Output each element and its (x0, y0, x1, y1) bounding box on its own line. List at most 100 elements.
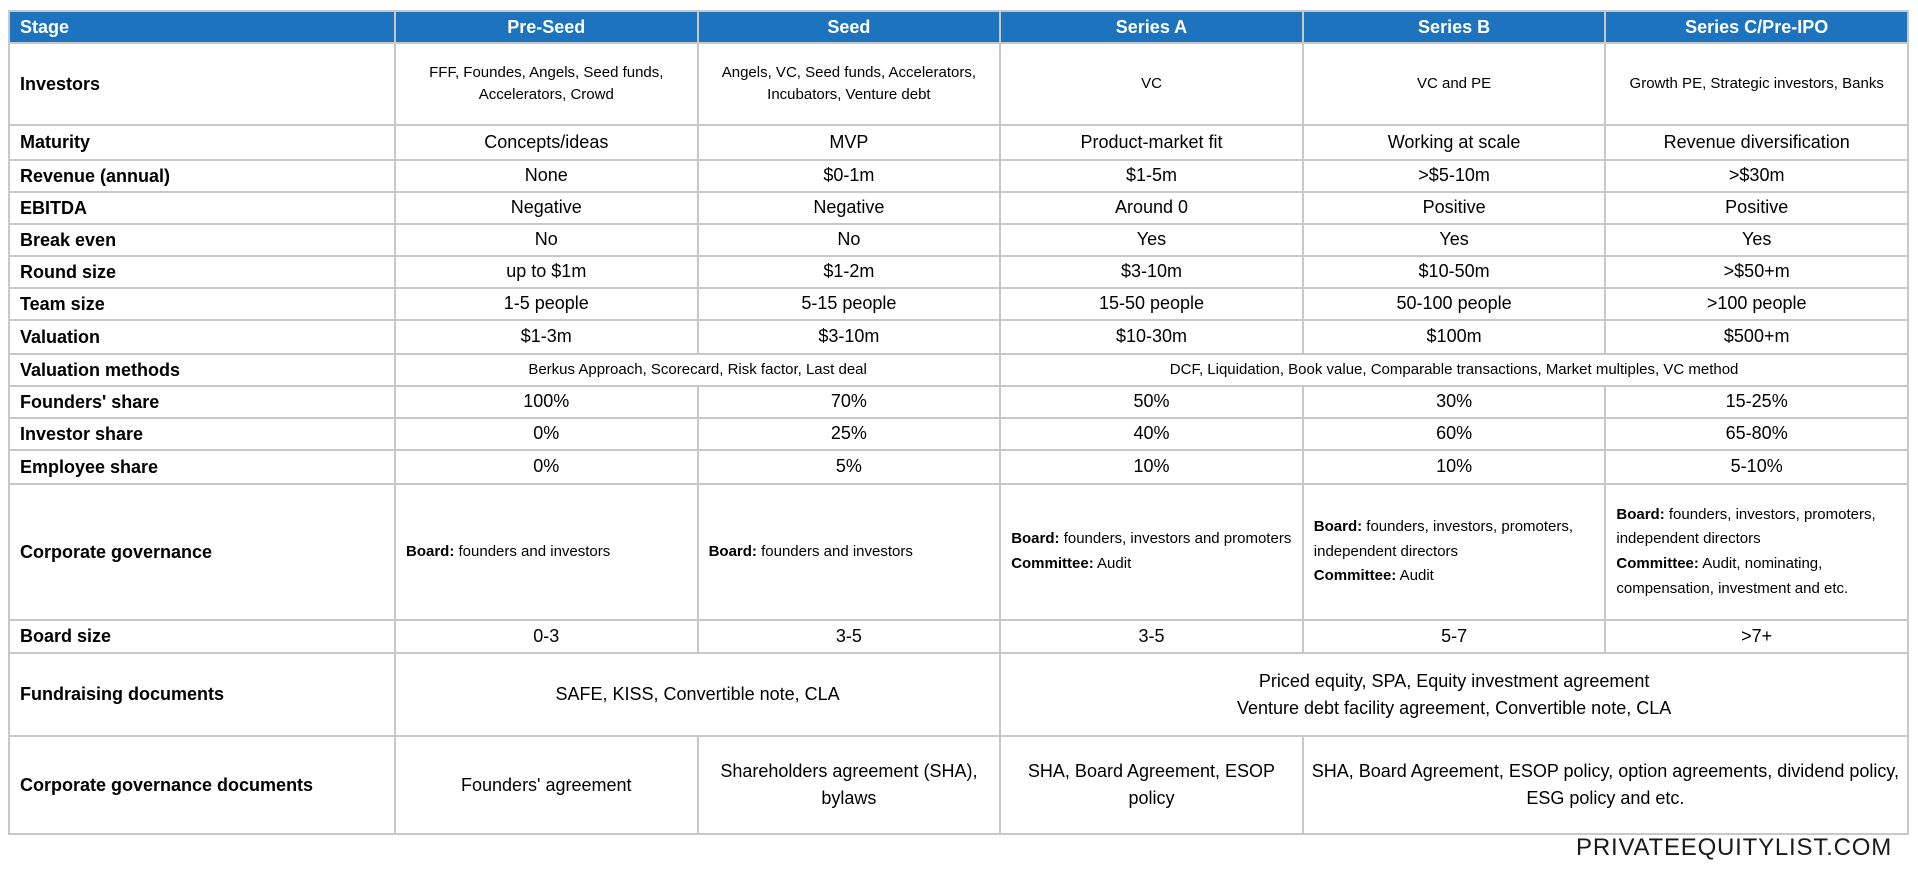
table-row: Investors FFF, Foundes, Angels, Seed fund… (8, 42, 1909, 126)
row-label: Investor share (8, 417, 396, 451)
table-cell: $500+m (1604, 319, 1909, 355)
table-cell: Board: founders and investors (394, 483, 699, 621)
table-cell: 65-80% (1604, 417, 1909, 451)
table-row: Founders' share 100% 70% 50% 30% 15-25% (8, 385, 1909, 419)
table-row: Valuation methods Berkus Approach, Scorec… (8, 353, 1909, 387)
table-cell: Board: founders, investors, promoters, i… (1301, 483, 1607, 621)
table-cell: 5-10% (1604, 449, 1909, 485)
table-row: Break even No No Yes Yes Yes (8, 223, 1909, 257)
table-cell: 40% (999, 417, 1304, 451)
table-cell: VC and PE (1301, 42, 1607, 126)
table-row: EBITDA Negative Negative Around 0 Positive Po… (8, 191, 1909, 225)
table-cell: 15-50 people (999, 287, 1304, 321)
brand-watermark: PRIVATEEQUITYLIST.COM (1576, 834, 1892, 861)
table-cell: $1-3m (394, 319, 699, 355)
table-cell: Positive (1301, 191, 1607, 225)
column-header: Series A (999, 10, 1304, 44)
table-cell: SHA, Board Agreement, ESOP policy, optio… (1301, 735, 1910, 835)
table-cell: $0-1m (696, 159, 1002, 193)
corner-header-stage: Stage (8, 10, 396, 44)
column-header: Pre-Seed (394, 10, 699, 44)
table-cell: Yes (999, 223, 1304, 257)
table-cell: up to $1m (394, 255, 699, 289)
table-row: Revenue (annual) None $0-1m $1-5m >$5-10m >$3… (8, 159, 1909, 193)
table-cell: $3-10m (999, 255, 1304, 289)
table-cell: No (394, 223, 699, 257)
row-label: Board size (8, 619, 396, 654)
table-cell: 30% (1301, 385, 1607, 419)
row-label: Corporate governance (8, 483, 396, 621)
table-cell: Concepts/ideas (394, 124, 699, 161)
table-cell: Positive (1604, 191, 1909, 225)
table-cell: $1-5m (999, 159, 1304, 193)
table-cell: Growth PE, Strategic investors, Banks (1604, 42, 1909, 126)
column-header: Seed (696, 10, 1002, 44)
table-cell: 25% (696, 417, 1002, 451)
table-row: Corporate governance Board: founders and … (8, 483, 1909, 621)
table-cell: 5% (696, 449, 1002, 485)
table-cell: DCF, Liquidation, Book value, Comparable… (999, 353, 1909, 387)
table-cell: 0% (394, 417, 699, 451)
table-row: Employee share 0% 5% 10% 10% 5-10% (8, 449, 1909, 485)
row-label: Valuation methods (8, 353, 396, 387)
table-cell: Yes (1604, 223, 1909, 257)
table-cell: $1-2m (696, 255, 1002, 289)
table-cell: 50-100 people (1301, 287, 1607, 321)
row-label: Founders' share (8, 385, 396, 419)
table-cell: FFF, Foundes, Angels, Seed funds, Accele… (394, 42, 699, 126)
row-label: Investors (8, 42, 396, 126)
column-header: Series C/Pre-IPO (1604, 10, 1909, 44)
table-cell: No (696, 223, 1002, 257)
table-row: Board size 0-3 3-5 3-5 5-7 >7+ (8, 619, 1909, 654)
table-row: Investor share 0% 25% 40% 60% 65-80% (8, 417, 1909, 451)
table-cell: $10-30m (999, 319, 1304, 355)
table-cell: Yes (1301, 223, 1607, 257)
stage-comparison-table: Stage Pre-Seed Seed Series A Series B Series … (8, 10, 1910, 835)
table-cell: 10% (999, 449, 1304, 485)
table-cell: 100% (394, 385, 699, 419)
row-label: Employee share (8, 449, 396, 485)
column-header: Series B (1301, 10, 1607, 44)
table-cell: 50% (999, 385, 1304, 419)
table-cell: >$30m (1604, 159, 1909, 193)
header-row: Stage Pre-Seed Seed Series A Series B Series … (8, 10, 1909, 44)
table-cell: Board: founders, investors and promoters… (999, 483, 1304, 621)
table-cell: 5-7 (1301, 619, 1607, 654)
table-row: Team size 1-5 people 5-15 people 15-50 peop… (8, 287, 1909, 321)
row-label: EBITDA (8, 191, 396, 225)
table-cell: 70% (696, 385, 1002, 419)
table-cell: Product-market fit (999, 124, 1304, 161)
table-cell: >$50+m (1604, 255, 1909, 289)
table-cell: SAFE, KISS, Convertible note, CLA (393, 652, 1002, 737)
table-cell: >100 people (1604, 287, 1909, 321)
table-cell: Board: founders and investors (696, 483, 1002, 621)
table-cell: $10-50m (1301, 255, 1607, 289)
table-cell: Priced equity, SPA, Equity investment ag… (999, 652, 1909, 737)
table-cell: Negative (696, 191, 1002, 225)
table-cell: None (394, 159, 699, 193)
table-cell: 0% (394, 449, 699, 485)
table-cell: Board: founders, investors, promoters, i… (1604, 483, 1909, 621)
table-cell: Around 0 (999, 191, 1304, 225)
row-label: Corporate governance documents (8, 735, 396, 835)
row-label: Team size (8, 287, 396, 321)
table-row: Fundraising documents SAFE, KISS, Convert… (8, 652, 1909, 737)
table-cell: 1-5 people (394, 287, 699, 321)
table-cell: Working at scale (1301, 124, 1607, 161)
table-cell: Angels, VC, Seed funds, Accelerators, In… (696, 42, 1002, 126)
table-cell: Negative (394, 191, 699, 225)
table-cell: Revenue diversification (1604, 124, 1909, 161)
row-label: Fundraising documents (8, 652, 396, 737)
table-cell: 3-5 (999, 619, 1304, 654)
row-label: Maturity (8, 124, 396, 161)
table-cell: MVP (696, 124, 1002, 161)
table-cell: 0-3 (394, 619, 699, 654)
table-cell: >7+ (1604, 619, 1909, 654)
table-cell: 15-25% (1604, 385, 1909, 419)
row-label: Round size (8, 255, 396, 289)
row-label: Revenue (annual) (8, 159, 396, 193)
table-row: Maturity Concepts/ideas MVP Product-market … (8, 124, 1909, 161)
table-cell: SHA, Board Agreement, ESOP policy (999, 735, 1304, 835)
table-cell: 10% (1301, 449, 1607, 485)
table-cell: 60% (1301, 417, 1607, 451)
